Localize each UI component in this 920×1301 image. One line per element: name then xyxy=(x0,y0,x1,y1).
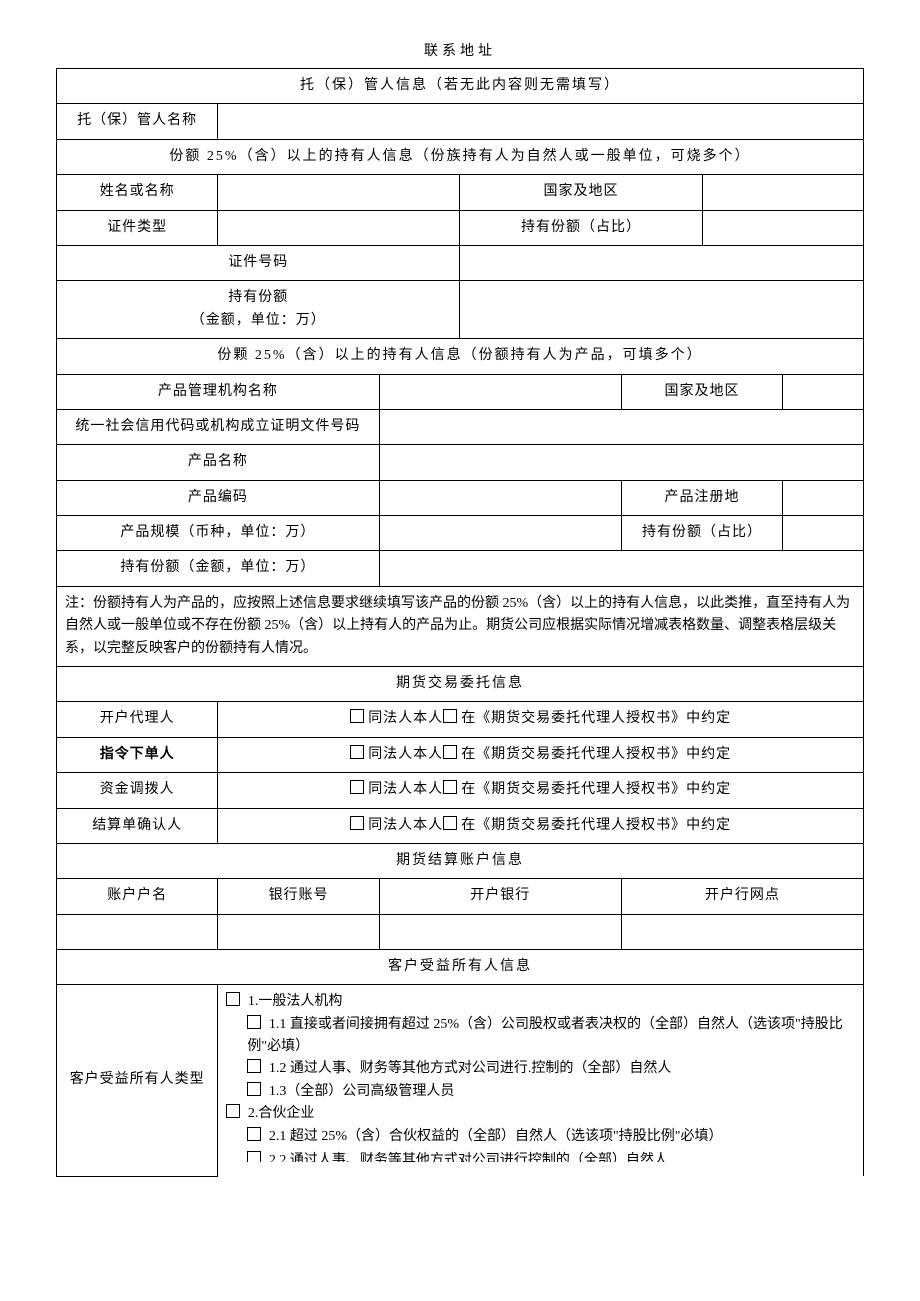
open-bank-label: 开户银行 xyxy=(379,879,621,914)
hold-ratio-value[interactable] xyxy=(702,210,864,245)
entrust-opt-b: 在《期货交易委托代理人授权书》中约定 xyxy=(461,711,731,726)
holder25-product-title: 份颗 25%（含）以上的持有人信息（份额持有人为产品，可填多个） xyxy=(57,339,864,374)
hold-ratio2-label: 持有份额（占比） xyxy=(621,516,782,551)
entrust-opt-a: 同法人本人 xyxy=(368,747,443,762)
entrust-opt-a: 同法人本人 xyxy=(368,818,443,833)
beneficial-title: 客户受益所有人信息 xyxy=(57,949,864,984)
acct-name-value[interactable] xyxy=(57,914,218,949)
custodian-name-label: 托（保）管人名称 xyxy=(57,104,218,139)
entrust-opt-a: 同法人本人 xyxy=(368,782,443,797)
checkbox-icon[interactable] xyxy=(247,1082,261,1096)
product-name-label: 产品名称 xyxy=(57,445,380,480)
checkbox-icon[interactable] xyxy=(226,992,240,1006)
product-reg-place-value[interactable] xyxy=(783,480,864,515)
checkbox-icon[interactable] xyxy=(247,1127,261,1141)
checkbox-icon[interactable] xyxy=(247,1151,261,1162)
id-number-label: 证件号码 xyxy=(57,245,460,280)
entrust-opt-b: 在《期货交易委托代理人授权书》中约定 xyxy=(461,782,731,797)
uscc-value[interactable] xyxy=(379,409,863,444)
page-heading: 联系地址 xyxy=(56,40,864,60)
checkbox-icon[interactable] xyxy=(443,709,457,723)
hold-amount-full-label: 持有份额（金额，单位：万） xyxy=(57,551,380,586)
hold-ratio2-value[interactable] xyxy=(783,516,864,551)
entrust-opt-b: 在《期货交易委托代理人授权书》中约定 xyxy=(461,747,731,762)
opt2-2: 2.2 通过人事、财务等其他方式对公司进行控制的（全部）自然人 xyxy=(269,1153,668,1162)
entrust-opt-b: 在《期货交易委托代理人授权书》中约定 xyxy=(461,818,731,833)
note-text: 注：份额持有人为产品的，应按照上述信息要求继续填写该产品的份额 25%（含）以上… xyxy=(57,586,864,666)
product-name-value[interactable] xyxy=(379,445,863,480)
open-bank-value[interactable] xyxy=(379,914,621,949)
checkbox-icon[interactable] xyxy=(226,1104,240,1118)
fund-dispatch-label: 资金调拨人 xyxy=(57,773,218,808)
bank-acct-label: 银行账号 xyxy=(218,879,379,914)
hold-amount-label-line2: （金额，单位：万） xyxy=(191,313,326,328)
checkbox-icon[interactable] xyxy=(350,780,364,794)
country-region-value[interactable] xyxy=(702,175,864,210)
open-branch-value[interactable] xyxy=(621,914,863,949)
settle-confirm-label: 结算单确认人 xyxy=(57,808,218,843)
name-or-title-label: 姓名或名称 xyxy=(57,175,218,210)
id-number-value[interactable] xyxy=(460,245,864,280)
product-mgr-org-value[interactable] xyxy=(379,374,621,409)
checkbox-icon[interactable] xyxy=(350,816,364,830)
opt2-1: 2.1 超过 25%（含）合伙权益的（全部）自然人（选该项"持股比例"必填） xyxy=(269,1129,723,1144)
custodian-section-title: 托（保）管人信息（若无此内容则无需填写） xyxy=(57,69,864,104)
id-type-label: 证件类型 xyxy=(57,210,218,245)
checkbox-icon[interactable] xyxy=(350,745,364,759)
checkbox-icon[interactable] xyxy=(443,816,457,830)
product-code-label: 产品编码 xyxy=(57,480,380,515)
checkbox-icon[interactable] xyxy=(247,1015,261,1029)
open-agent-options[interactable]: 同法人本人 在《期货交易委托代理人授权书》中约定 xyxy=(218,702,864,737)
order-person-options[interactable]: 同法人本人 在《期货交易委托代理人授权书》中约定 xyxy=(218,737,864,772)
open-agent-label: 开户代理人 xyxy=(57,702,218,737)
product-reg-place-label: 产品注册地 xyxy=(621,480,782,515)
entrust-opt-a: 同法人本人 xyxy=(368,711,443,726)
country-region-label: 国家及地区 xyxy=(460,175,702,210)
bank-acct-value[interactable] xyxy=(218,914,379,949)
checkbox-icon[interactable] xyxy=(350,709,364,723)
open-branch-label: 开户行网点 xyxy=(621,879,863,914)
opt1-3: 1.3（全部）公司高级管理人员 xyxy=(269,1084,455,1099)
country-region-value-2[interactable] xyxy=(783,374,864,409)
opt1-2: 1.2 通过人事、财务等其他方式对公司进行.控制的（全部）自然人 xyxy=(269,1061,672,1076)
id-type-value[interactable] xyxy=(218,210,460,245)
opt2: 2.合伙企业 xyxy=(248,1106,315,1121)
checkbox-icon[interactable] xyxy=(443,780,457,794)
futures-settle-title: 期货结算账户信息 xyxy=(57,843,864,878)
opt1-1: 1.1 直接或者间接拥有超过 25%（含）公司股权或者表决权的（全部）自然人（选… xyxy=(247,1017,842,1054)
custodian-name-value[interactable] xyxy=(218,104,864,139)
product-scale-label: 产品规模（币种，单位：万） xyxy=(57,516,380,551)
acct-name-label: 账户户名 xyxy=(57,879,218,914)
settle-confirm-options[interactable]: 同法人本人 在《期货交易委托代理人授权书》中约定 xyxy=(218,808,864,843)
hold-amount-label-line1: 持有份额 xyxy=(228,290,288,305)
name-or-title-value[interactable] xyxy=(218,175,460,210)
hold-amount-label: 持有份额 （金额，单位：万） xyxy=(57,281,460,339)
fund-dispatch-options[interactable]: 同法人本人 在《期货交易委托代理人授权书》中约定 xyxy=(218,773,864,808)
hold-ratio-label: 持有份额（占比） xyxy=(460,210,702,245)
main-form-table: 托（保）管人信息（若无此内容则无需填写） 托（保）管人名称 份额 25%（含）以… xyxy=(56,68,864,1177)
product-scale-value[interactable] xyxy=(379,516,621,551)
holder25-natural-title: 份额 25%（含）以上的持有人信息（份族持有人为自然人或一般单位，可烧多个） xyxy=(57,139,864,174)
product-code-value[interactable] xyxy=(379,480,621,515)
checkbox-icon[interactable] xyxy=(443,745,457,759)
country-region-label-2: 国家及地区 xyxy=(621,374,782,409)
order-person-label: 指令下单人 xyxy=(57,737,218,772)
opt1: 1.一般法人机构 xyxy=(248,994,343,1009)
hold-amount-full-value[interactable] xyxy=(379,551,863,586)
uscc-label: 统一社会信用代码或机构成立证明文件号码 xyxy=(57,409,380,444)
beneficial-type-options[interactable]: 1.一般法人机构 1.1 直接或者间接拥有超过 25%（含）公司股权或者表决权的… xyxy=(218,985,864,1177)
hold-amount-value[interactable] xyxy=(460,281,864,339)
beneficial-type-label: 客户受益所有人类型 xyxy=(57,985,218,1177)
checkbox-icon[interactable] xyxy=(247,1059,261,1073)
futures-entrust-title: 期货交易委托信息 xyxy=(57,667,864,702)
product-mgr-org-label: 产品管理机构名称 xyxy=(57,374,380,409)
